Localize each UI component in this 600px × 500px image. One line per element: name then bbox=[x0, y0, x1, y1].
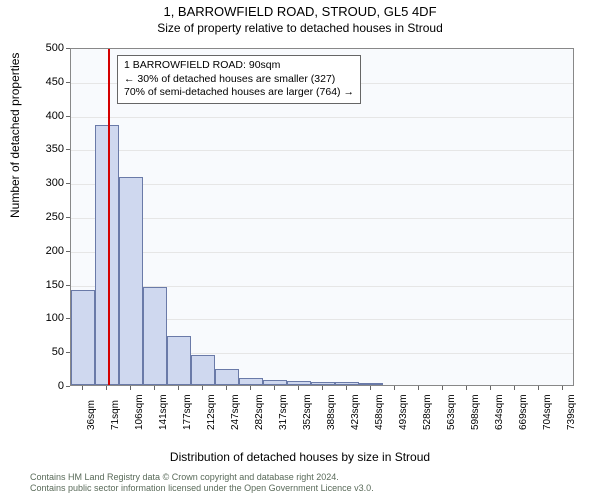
gridline bbox=[71, 150, 573, 151]
ytick-mark bbox=[66, 251, 70, 252]
gridline bbox=[71, 184, 573, 185]
histogram-bar bbox=[167, 336, 191, 385]
xtick-label: 36sqm bbox=[86, 400, 97, 430]
ytick-mark bbox=[66, 386, 70, 387]
y-axis-title: Number of detached properties bbox=[8, 53, 22, 218]
xtick-label: 317sqm bbox=[278, 394, 289, 430]
ytick-label: 500 bbox=[34, 42, 64, 54]
histogram-bar bbox=[95, 125, 119, 385]
xtick-label: 388sqm bbox=[326, 394, 337, 430]
chart-container: 1 BARROWFIELD ROAD: 90sqm ← 30% of detac… bbox=[44, 48, 574, 418]
xtick-label: 247sqm bbox=[230, 394, 241, 430]
xtick-label: 563sqm bbox=[446, 394, 457, 430]
histogram-bar bbox=[119, 177, 143, 385]
xtick-label: 282sqm bbox=[254, 394, 265, 430]
xtick-label: 106sqm bbox=[134, 394, 145, 430]
ytick-mark bbox=[66, 352, 70, 353]
xtick-label: 493sqm bbox=[398, 394, 409, 430]
gridline bbox=[71, 117, 573, 118]
xtick-label: 669sqm bbox=[518, 394, 529, 430]
xtick-mark bbox=[82, 386, 83, 390]
ytick-mark bbox=[66, 149, 70, 150]
ytick-label: 450 bbox=[34, 76, 64, 88]
xtick-mark bbox=[130, 386, 131, 390]
histogram-bar bbox=[359, 383, 383, 385]
xtick-mark bbox=[106, 386, 107, 390]
xtick-label: 71sqm bbox=[110, 400, 121, 430]
footer-attribution: Contains HM Land Registry data © Crown c… bbox=[30, 472, 374, 495]
xtick-mark bbox=[202, 386, 203, 390]
histogram-bar bbox=[287, 381, 311, 385]
xtick-label: 141sqm bbox=[158, 394, 169, 430]
histogram-bar bbox=[311, 382, 335, 385]
xtick-mark bbox=[298, 386, 299, 390]
xtick-mark bbox=[418, 386, 419, 390]
xtick-label: 177sqm bbox=[182, 394, 193, 430]
xtick-label: 458sqm bbox=[374, 394, 385, 430]
ytick-mark bbox=[66, 116, 70, 117]
xtick-label: 423sqm bbox=[350, 394, 361, 430]
annotation-line-2: ← 30% of detached houses are smaller (32… bbox=[124, 73, 354, 87]
page-subtitle: Size of property relative to detached ho… bbox=[0, 21, 600, 35]
plot-area: 1 BARROWFIELD ROAD: 90sqm ← 30% of detac… bbox=[70, 48, 574, 386]
property-marker-line bbox=[108, 49, 110, 385]
histogram-bar bbox=[191, 355, 215, 385]
annotation-line-1: 1 BARROWFIELD ROAD: 90sqm bbox=[124, 59, 354, 73]
xtick-mark bbox=[346, 386, 347, 390]
xtick-mark bbox=[178, 386, 179, 390]
xtick-mark bbox=[394, 386, 395, 390]
xtick-mark bbox=[514, 386, 515, 390]
histogram-bar bbox=[335, 382, 359, 385]
ytick-mark bbox=[66, 217, 70, 218]
annotation-box: 1 BARROWFIELD ROAD: 90sqm ← 30% of detac… bbox=[117, 55, 361, 104]
xtick-mark bbox=[370, 386, 371, 390]
gridline bbox=[71, 252, 573, 253]
footer-line-1: Contains HM Land Registry data © Crown c… bbox=[30, 472, 374, 483]
ytick-label: 50 bbox=[34, 346, 64, 358]
gridline bbox=[71, 218, 573, 219]
ytick-mark bbox=[66, 82, 70, 83]
ytick-label: 150 bbox=[34, 279, 64, 291]
xtick-mark bbox=[274, 386, 275, 390]
footer-line-2: Contains public sector information licen… bbox=[30, 483, 374, 494]
xtick-mark bbox=[562, 386, 563, 390]
ytick-label: 0 bbox=[34, 380, 64, 392]
histogram-bar bbox=[143, 287, 167, 385]
xtick-mark bbox=[490, 386, 491, 390]
xtick-label: 598sqm bbox=[470, 394, 481, 430]
xtick-mark bbox=[538, 386, 539, 390]
ytick-mark bbox=[66, 318, 70, 319]
ytick-label: 300 bbox=[34, 177, 64, 189]
xtick-mark bbox=[226, 386, 227, 390]
xtick-label: 352sqm bbox=[302, 394, 313, 430]
ytick-label: 100 bbox=[34, 312, 64, 324]
xtick-label: 528sqm bbox=[422, 394, 433, 430]
ytick-label: 350 bbox=[34, 143, 64, 155]
histogram-bar bbox=[263, 380, 287, 385]
xtick-label: 704sqm bbox=[542, 394, 553, 430]
xtick-mark bbox=[442, 386, 443, 390]
xtick-mark bbox=[322, 386, 323, 390]
histogram-bar bbox=[239, 378, 263, 385]
xtick-mark bbox=[466, 386, 467, 390]
xtick-mark bbox=[154, 386, 155, 390]
ytick-label: 250 bbox=[34, 211, 64, 223]
histogram-bar bbox=[71, 290, 95, 385]
x-axis-title: Distribution of detached houses by size … bbox=[0, 450, 600, 464]
histogram-bar bbox=[215, 369, 239, 385]
xtick-label: 212sqm bbox=[206, 394, 217, 430]
ytick-mark bbox=[66, 48, 70, 49]
page-title: 1, BARROWFIELD ROAD, STROUD, GL5 4DF bbox=[0, 4, 600, 19]
ytick-mark bbox=[66, 285, 70, 286]
ytick-label: 200 bbox=[34, 245, 64, 257]
xtick-label: 739sqm bbox=[566, 394, 577, 430]
ytick-label: 400 bbox=[34, 110, 64, 122]
xtick-mark bbox=[250, 386, 251, 390]
xtick-label: 634sqm bbox=[494, 394, 505, 430]
annotation-line-3: 70% of semi-detached houses are larger (… bbox=[124, 86, 354, 100]
ytick-mark bbox=[66, 183, 70, 184]
